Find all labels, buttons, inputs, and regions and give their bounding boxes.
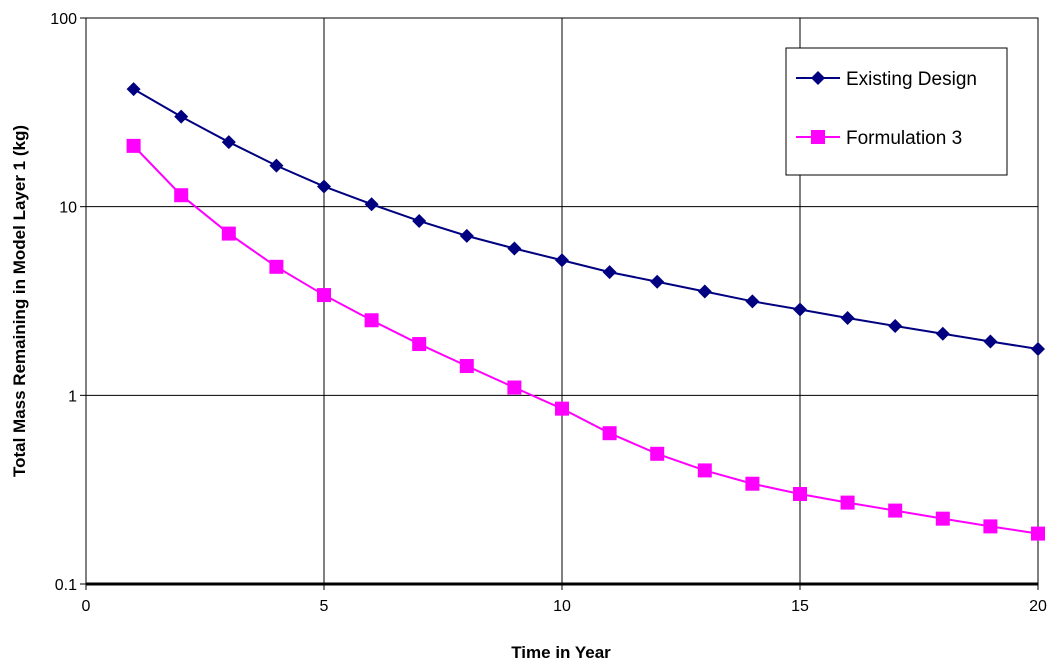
legend-box xyxy=(785,47,1008,176)
series-group xyxy=(126,82,1045,541)
data-point-formulation-3 xyxy=(793,486,807,501)
y-tick-label: 0.1 xyxy=(55,577,77,594)
data-point-existing-design xyxy=(317,179,331,194)
data-point-existing-design xyxy=(935,326,950,341)
data-point-existing-design xyxy=(126,82,141,97)
data-point-existing-design xyxy=(697,284,712,299)
data-point-formulation-3 xyxy=(888,503,903,518)
series-line-existing-design xyxy=(133,88,1039,351)
legend-marker-formulation-3 xyxy=(811,130,825,144)
data-point-formulation-3 xyxy=(412,337,427,352)
data-point-existing-design xyxy=(983,334,998,349)
x-tick-label: 5 xyxy=(320,598,329,615)
data-point-existing-design xyxy=(793,302,807,317)
x-tick-labels: 0 5 10 15 20 xyxy=(82,598,1047,615)
data-point-formulation-3 xyxy=(697,463,712,478)
data-point-existing-design xyxy=(1031,342,1045,357)
x-tick-label: 0 xyxy=(82,598,91,615)
data-point-formulation-3 xyxy=(745,476,760,491)
data-point-formulation-3 xyxy=(459,359,474,374)
data-point-existing-design xyxy=(888,319,903,334)
data-point-existing-design xyxy=(459,228,474,243)
x-tick-label: 15 xyxy=(791,598,809,615)
y-tick-label: 10 xyxy=(59,200,77,217)
x-tick-label: 20 xyxy=(1029,598,1047,615)
data-point-existing-design xyxy=(602,265,617,280)
data-point-existing-design xyxy=(174,109,189,124)
data-point-formulation-3 xyxy=(126,138,141,153)
x-tick-label: 10 xyxy=(553,598,571,615)
data-point-formulation-3 xyxy=(1031,526,1045,541)
data-point-existing-design xyxy=(412,213,427,228)
legend-marker-existing-design xyxy=(811,71,825,85)
legend: Existing Design Formulation 3 xyxy=(785,47,1008,176)
axes xyxy=(80,17,1039,590)
data-point-formulation-3 xyxy=(364,313,379,328)
data-point-formulation-3 xyxy=(935,511,950,526)
series-line-formulation-3 xyxy=(132,145,1039,535)
data-point-formulation-3 xyxy=(602,426,617,441)
data-point-formulation-3 xyxy=(269,259,284,274)
data-point-existing-design xyxy=(650,274,665,289)
legend-label-formulation-3: Formulation 3 xyxy=(846,128,962,149)
data-point-formulation-3 xyxy=(507,380,522,395)
x-axis-title: Time in Year xyxy=(511,643,611,662)
legend-label-existing-design: Existing Design xyxy=(846,69,977,90)
data-point-formulation-3 xyxy=(983,519,998,534)
data-point-formulation-3 xyxy=(650,446,665,461)
y-tick-label: 100 xyxy=(50,11,77,28)
y-tick-label: 1 xyxy=(68,388,77,405)
data-point-existing-design xyxy=(507,241,522,256)
y-axis-title: Total Mass Remaining in Model Layer 1 (k… xyxy=(10,125,29,477)
data-point-existing-design xyxy=(221,135,236,150)
data-point-existing-design xyxy=(840,310,855,325)
data-point-formulation-3 xyxy=(317,288,331,303)
y-tick-labels: 0.1 1 10 100 xyxy=(50,11,77,594)
data-point-formulation-3 xyxy=(555,401,569,416)
data-point-formulation-3 xyxy=(221,226,236,241)
data-point-formulation-3 xyxy=(174,188,189,203)
data-point-existing-design xyxy=(269,158,284,173)
data-point-existing-design xyxy=(555,253,569,268)
data-point-existing-design xyxy=(364,197,379,212)
data-point-formulation-3 xyxy=(840,495,855,510)
data-point-existing-design xyxy=(745,294,760,309)
